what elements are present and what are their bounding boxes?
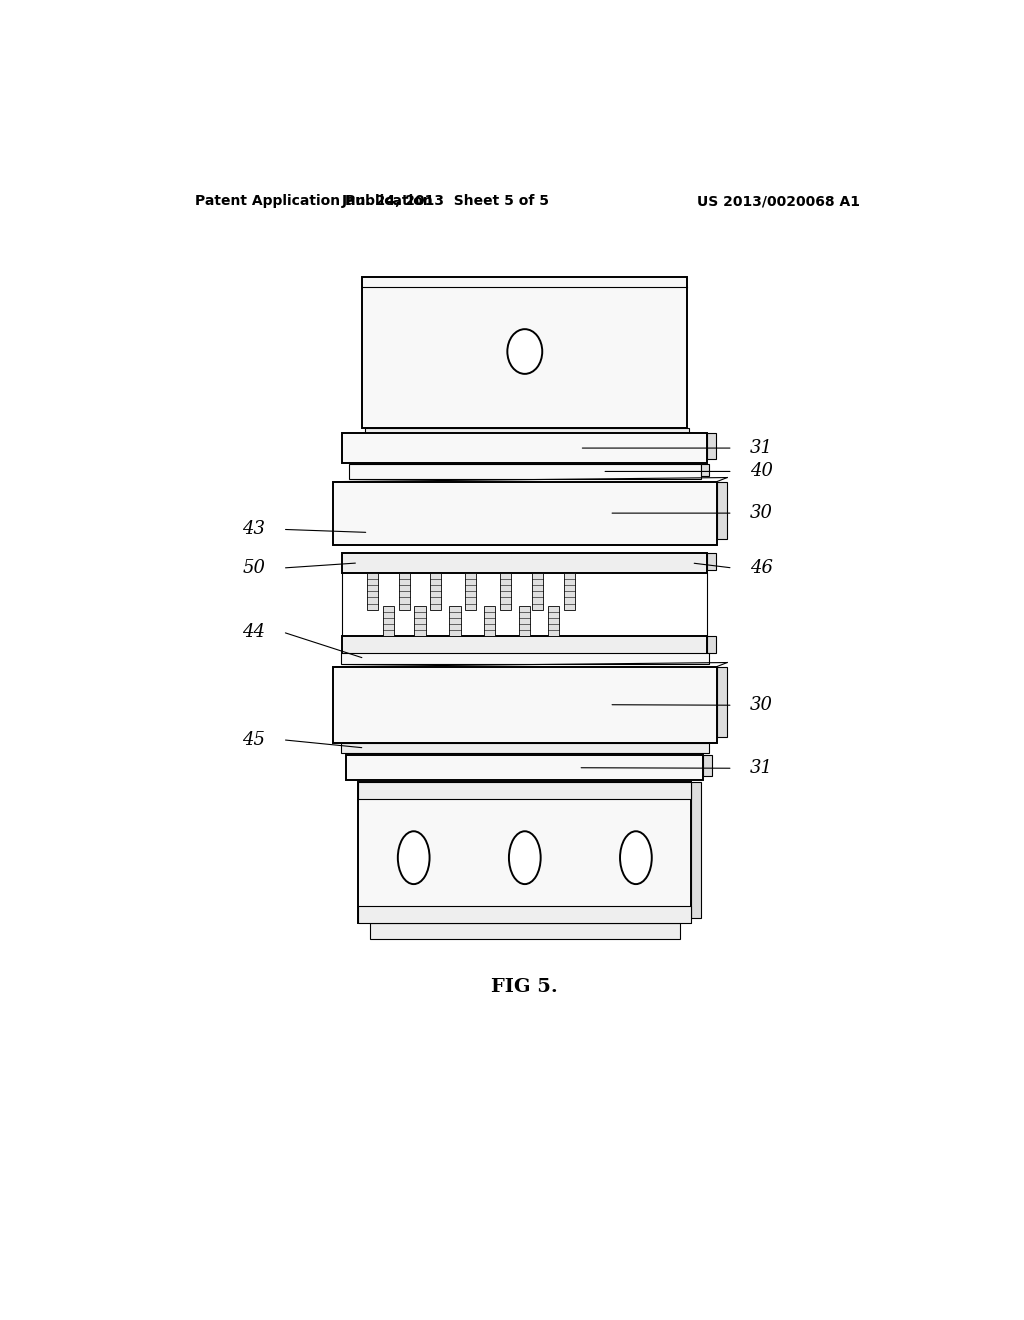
Bar [563,573,574,610]
Text: US 2013/0020068 A1: US 2013/0020068 A1 [697,194,860,209]
Bar [333,667,717,743]
Text: 40: 40 [751,462,773,480]
Bar [484,606,496,636]
Text: Jan. 24, 2013  Sheet 5 of 5: Jan. 24, 2013 Sheet 5 of 5 [341,194,550,209]
Bar [358,907,691,923]
Bar [531,573,543,610]
Bar [691,783,701,917]
Bar [717,667,727,737]
Circle shape [507,329,543,374]
Bar [708,553,716,570]
Text: FIG 5.: FIG 5. [492,978,558,995]
Bar [708,433,716,459]
Bar [383,606,394,636]
Bar [430,573,441,610]
Bar [450,606,461,636]
Ellipse shape [621,832,651,884]
Ellipse shape [509,832,541,884]
Bar [348,465,701,479]
Text: 44: 44 [243,623,265,642]
Text: 31: 31 [751,440,773,457]
Bar [708,636,716,653]
Bar [342,553,708,573]
Bar [366,428,689,438]
Bar [346,755,703,780]
Bar [342,636,708,656]
Bar [358,783,691,923]
Bar [415,606,426,636]
Text: 30: 30 [751,696,773,714]
Text: 43: 43 [243,520,265,539]
Ellipse shape [397,832,430,884]
Text: 30: 30 [751,504,773,523]
Bar [367,573,378,610]
Bar [362,277,687,428]
Bar [358,783,691,799]
Bar [701,465,709,475]
Text: 45: 45 [243,731,265,748]
Text: 50: 50 [243,558,265,577]
Bar [500,573,511,610]
Text: 46: 46 [751,558,773,577]
Text: Patent Application Publication: Patent Application Publication [196,194,433,209]
Bar [519,606,530,636]
Bar [465,573,476,610]
Bar [333,482,717,545]
Bar [717,482,727,539]
Bar [703,755,712,776]
Bar [370,923,680,939]
Bar [548,606,559,636]
Bar [398,573,410,610]
Bar [342,433,708,463]
Text: 31: 31 [751,759,773,777]
Bar [341,653,709,664]
Bar [341,743,709,752]
